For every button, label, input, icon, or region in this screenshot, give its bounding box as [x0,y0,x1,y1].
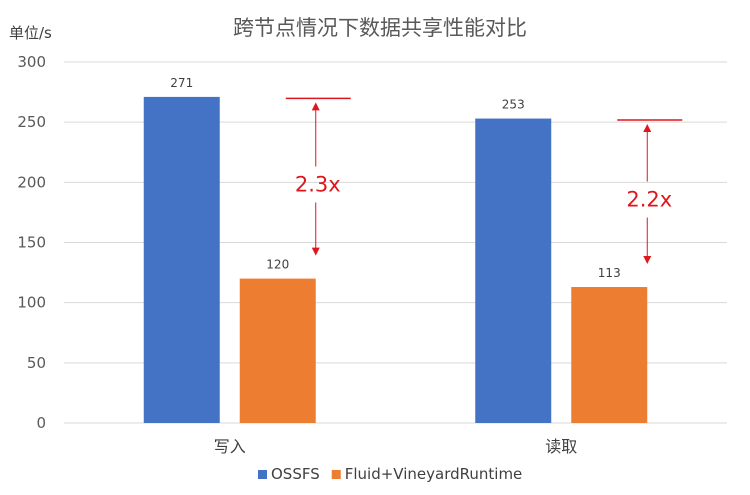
bar-OSSFS-读取 [475,118,552,423]
y-axis-ticks: 0 50 100 150 200 250 300 [17,53,46,432]
data-labels: 271 120 253 113 [170,76,620,280]
legend-swatch [258,470,267,479]
bar-value-label: 120 [266,258,289,272]
bar-Fluid+VineyardRuntime-读取 [571,287,648,423]
bar-OSSFS-写入 [143,96,220,423]
arrow-head-up [311,102,320,111]
bars [143,96,648,423]
ratio-annotation: 2.2x [626,188,672,212]
legend: OSSFS Fluid+VineyardRuntime [258,465,522,483]
bar-value-label: 253 [502,98,525,112]
arrow-head-down [643,256,652,265]
bar-value-label: 113 [598,266,621,280]
bar-value-label: 271 [170,76,193,90]
y-axis-unit-label: 单位/s [9,24,52,42]
legend-label: Fluid+VineyardRuntime [345,465,523,483]
y-tick-label: 100 [17,294,46,312]
bar-Fluid+VineyardRuntime-写入 [239,278,316,423]
arrow-head-up [643,124,652,133]
legend-label: OSSFS [271,465,320,483]
y-tick-label: 250 [17,113,46,131]
y-tick-label: 200 [17,173,46,191]
y-tick-label: 0 [36,414,46,432]
x-category-label: 读取 [545,437,577,456]
arrow-head-down [311,247,320,256]
annotations: 2.3x 2.2x [285,97,683,265]
x-category-label: 写入 [214,437,246,456]
y-tick-label: 150 [17,234,46,252]
y-tick-label: 300 [17,53,46,71]
ratio-annotation: 2.3x [295,172,341,196]
legend-swatch [331,470,341,479]
chart-title: 跨节点情况下数据共享性能对比 [233,16,527,40]
y-tick-label: 50 [27,354,46,372]
x-axis-categories: 写入 读取 [214,437,578,456]
